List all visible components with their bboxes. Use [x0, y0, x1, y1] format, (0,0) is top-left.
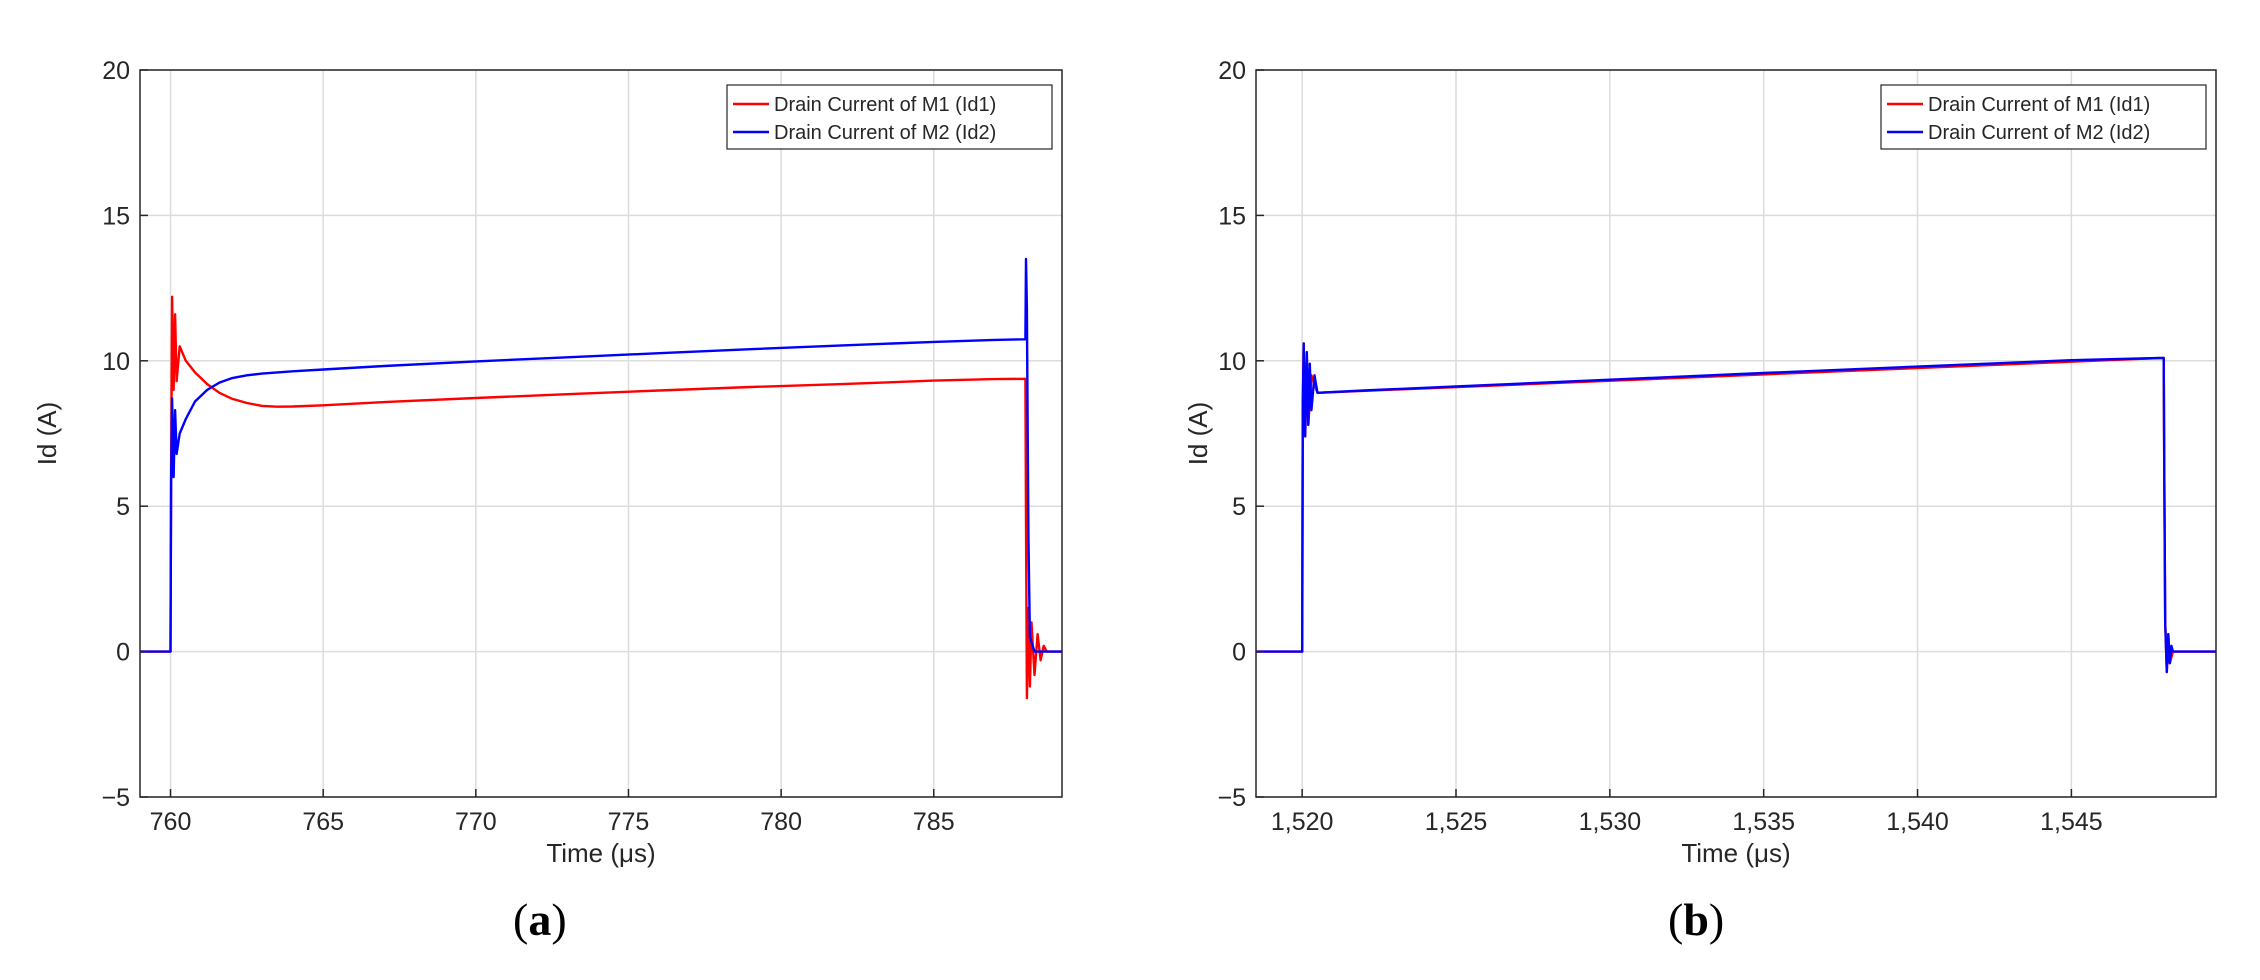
y-axis-label: Id (A): [32, 402, 62, 466]
y-tick-label: 20: [102, 57, 130, 85]
panel-letter-b: b: [1683, 894, 1709, 945]
y-tick-label: −5: [1217, 784, 1246, 812]
y-tick-label: 20: [1218, 57, 1246, 85]
x-tick-label: 770: [455, 808, 497, 836]
plot-area-b: [1256, 70, 2216, 797]
y-tick-label: −5: [101, 784, 130, 812]
y-tick-label: 5: [116, 493, 130, 521]
y-tick-label: 15: [102, 202, 130, 230]
series-line-id2: [140, 257, 1062, 653]
x-tick-label: 1,540: [1886, 808, 1949, 836]
y-tick-label: 10: [1218, 348, 1246, 376]
x-tick-label: 1,520: [1271, 808, 1334, 836]
legend-label: Drain Current of M2 (Id2): [1928, 122, 2150, 144]
legend-a: Drain Current of M1 (Id1) Drain Current o…: [726, 84, 1053, 150]
series-line-id2: [1256, 342, 2216, 674]
legend-b: Drain Current of M1 (Id1) Drain Current o…: [1880, 84, 2207, 150]
x-tick-label: 775: [608, 808, 650, 836]
legend-label: Drain Current of M1 (Id1): [774, 94, 996, 116]
y-axis-label: Id (A): [1183, 402, 1213, 466]
legend-label: Drain Current of M2 (Id2): [774, 122, 996, 144]
panel-label-a: (a): [513, 894, 567, 945]
y-tick-label: 5: [1232, 493, 1246, 521]
panel-label-b: (b): [1668, 894, 1725, 945]
x-tick-label: 1,545: [2040, 808, 2103, 836]
y-tick-label: 15: [1218, 202, 1246, 230]
y-tick-label: 10: [102, 348, 130, 376]
x-tick-label: 760: [150, 808, 192, 836]
axes-frame-a: [139, 69, 1063, 798]
x-tick-label: 765: [302, 808, 344, 836]
x-tick-label: 785: [913, 808, 955, 836]
legend-box: [726, 84, 1053, 150]
legend-box: [1880, 84, 2207, 150]
legend-label: Drain Current of M1 (Id1): [1928, 94, 2150, 116]
x-axis-label: Time (μs): [1681, 838, 1790, 868]
x-axis-label: Time (μs): [546, 838, 655, 868]
y-tick-label: 0: [116, 639, 130, 667]
series-line-id1: [140, 295, 1062, 700]
axes-frame-b: [1255, 69, 2217, 798]
x-tick-label: 1,535: [1732, 808, 1795, 836]
plot-area-a: [140, 70, 1062, 797]
panel-letter-a: a: [528, 894, 552, 945]
x-tick-label: 1,525: [1425, 808, 1488, 836]
x-tick-label: 1,530: [1579, 808, 1642, 836]
x-tick-label: 780: [760, 808, 802, 836]
chart-panel-b: 1,520 1,525 1,530 1,535 1,540 1,545 −5 0 5 10 15 20…: [1183, 57, 2217, 868]
chart-panel-a: 760 765 770 775 780 785 −5 0 5 10 15 20 Time (μs) Id …: [32, 57, 1063, 868]
y-tick-label: 0: [1232, 639, 1246, 667]
